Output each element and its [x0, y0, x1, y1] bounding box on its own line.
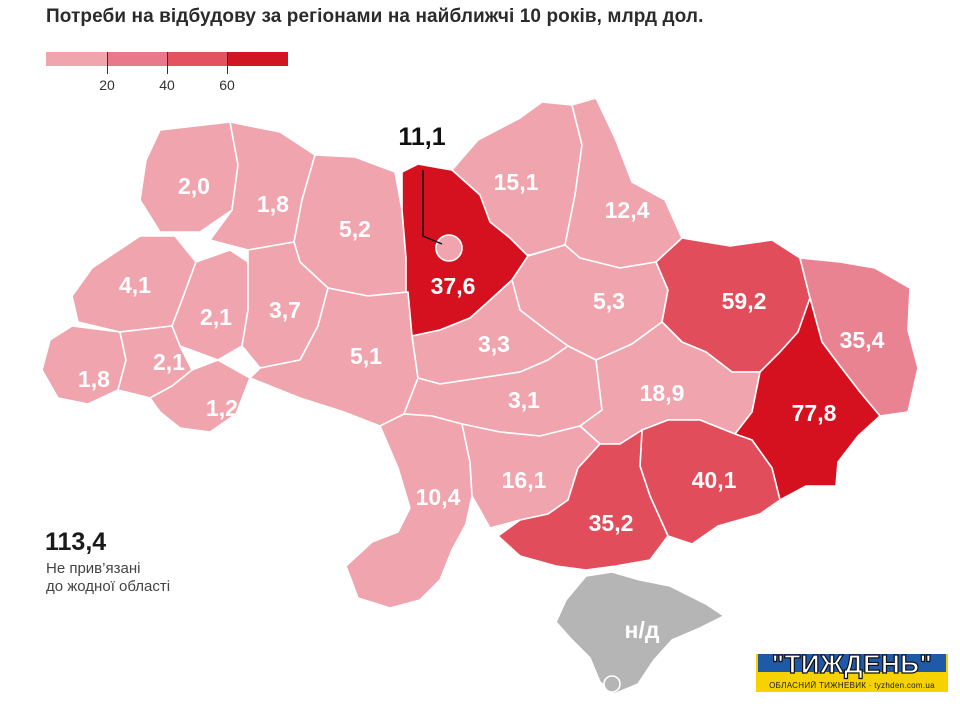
region-value-label: 2,0: [178, 173, 210, 199]
region-value-label: 77,8: [792, 400, 837, 426]
region-value-label: 1,2: [206, 395, 238, 421]
region-value-label: н/д: [625, 617, 660, 643]
legend-tick-label: 40: [159, 77, 175, 93]
region-kherson: [497, 429, 669, 571]
legend-tick: [227, 52, 228, 74]
logo-background-band: [758, 654, 946, 672]
region-sumy: [564, 97, 683, 269]
region-value-label: 1,8: [257, 191, 289, 217]
region-value-label: 3,1: [508, 387, 540, 413]
region-ternopil: [171, 249, 249, 361]
kyiv-city-value: 11,1: [398, 123, 445, 151]
region-value-label: 37,6: [431, 273, 476, 299]
logo-text: "ТИЖДЕНЬ": [771, 648, 933, 679]
region-zakarpattia: [41, 325, 127, 405]
logo-subtitle: ОБЛАСНИЙ ТИЖНЕВИК · tyzhden.com.ua: [769, 681, 935, 690]
region-value-label: 40,1: [692, 467, 737, 493]
color-legend: 20 40 60: [46, 52, 288, 98]
region-value-label: 2,1: [200, 304, 232, 330]
region-value-label: 35,4: [840, 327, 885, 353]
unassigned-value: 113,4: [45, 528, 107, 556]
map-title: Потреби на відбудову за регіонами на най…: [46, 6, 704, 27]
sevastopol-marker: [603, 675, 621, 693]
legend-tick: [107, 52, 108, 74]
legend-swatch-1: [46, 52, 108, 66]
legend-swatch-2: [108, 52, 168, 66]
region-value-label: 10,4: [416, 484, 461, 510]
region-value-label: 2,1: [153, 349, 185, 375]
kyiv-leader-line: [422, 170, 443, 245]
region-chernivtsi: [149, 359, 251, 433]
region-value-label: 12,4: [605, 197, 650, 223]
publisher-logo: "ТИЖДЕНЬ" ОБЛАСНИЙ ТИЖНЕВИК · tyzhden.co…: [752, 648, 952, 694]
region-value-label: 3,3: [478, 331, 510, 357]
region-value-label: 3,7: [269, 297, 301, 323]
region-odesa: [345, 413, 473, 609]
legend-tick: [167, 52, 168, 74]
region-value-label: 1,8: [78, 366, 110, 392]
region-value-label: 18,9: [640, 380, 685, 406]
unassigned-label-line1: Не прив’язані: [46, 560, 141, 577]
region-value-label: 35,2: [589, 510, 634, 536]
region-value-label: 4,1: [119, 272, 151, 298]
unassigned-label-line2: до жодної області: [46, 578, 171, 595]
region-value-label: 16,1: [502, 467, 547, 493]
legend-swatch-3: [168, 52, 228, 66]
region-value-label: 59,2: [722, 288, 767, 314]
region-value-label: 5,3: [593, 288, 625, 314]
legend-swatch-4: [228, 52, 288, 66]
region-crimea: [555, 571, 725, 695]
legend-tick-label: 60: [219, 77, 235, 93]
region-value-label: 15,1: [494, 169, 539, 195]
legend-tick-label: 20: [99, 77, 115, 93]
region-value-label: 5,1: [350, 343, 382, 369]
kyiv-city-marker: [435, 234, 463, 262]
region-value-label: 5,2: [339, 216, 371, 242]
unassigned-note: Не прив’язані до жодної області: [46, 560, 170, 596]
